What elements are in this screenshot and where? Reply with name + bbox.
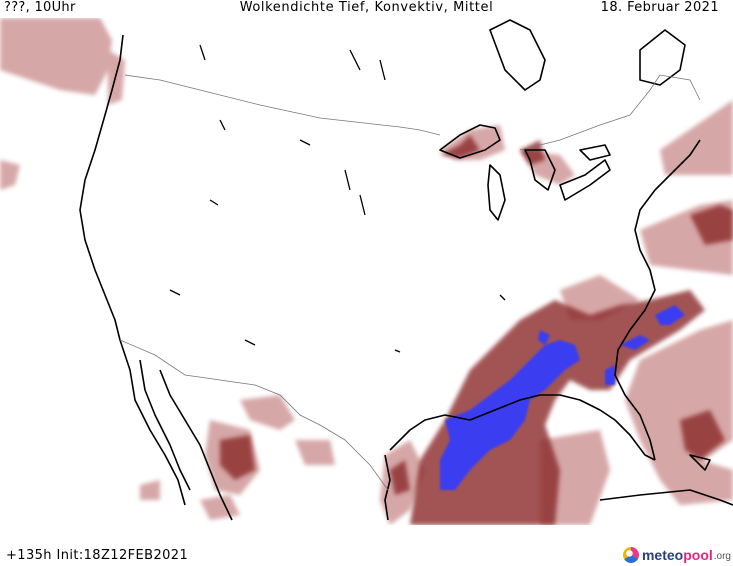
init-info: +135h Init:18Z12FEB2021 [6, 548, 189, 563]
logo-icon [622, 547, 639, 563]
forecast-time-label: ???, 10Uhr [4, 0, 76, 15]
coastlines [79, 19, 733, 521]
borders [119, 74, 701, 491]
lakes [169, 44, 506, 353]
map-background [0, 18, 733, 525]
map-title: Wolkendichte Tief, Konvektiv, Mittel [239, 0, 494, 15]
weather-map [0, 18, 733, 525]
forecast-date: 18. Februar 2021 [600, 0, 719, 15]
convective-precip [440, 305, 685, 490]
logo-tld: .org [713, 551, 731, 562]
logo-wordmark: meteopool [641, 547, 713, 563]
meteopool-logo[interactable]: meteopool .org [622, 545, 731, 565]
